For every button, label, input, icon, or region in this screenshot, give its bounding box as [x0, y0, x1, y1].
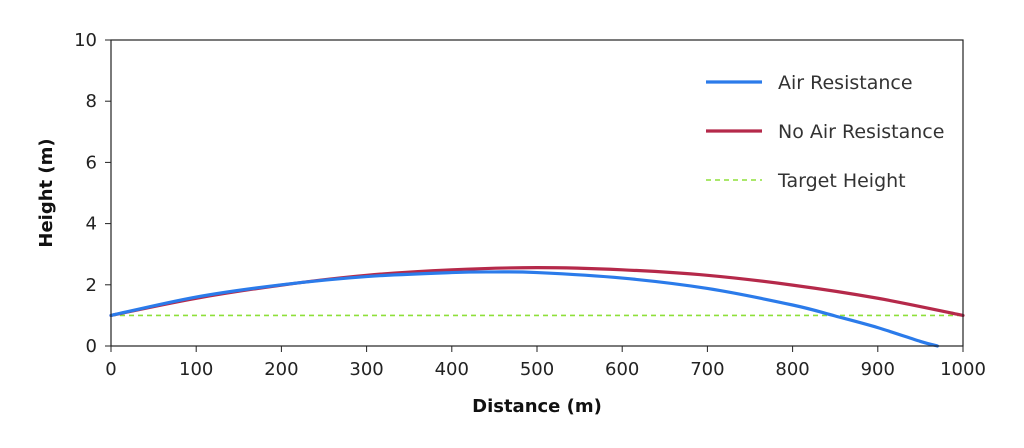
- x-tick-label: 500: [520, 359, 554, 380]
- x-tick-label: 100: [179, 359, 213, 380]
- legend-label-no-air-resistance: No Air Resistance: [778, 121, 944, 143]
- y-tick-label: 2: [86, 275, 97, 296]
- x-tick-label: 200: [264, 359, 298, 380]
- ticks-layer: 0 100 200 300 400 500 600 700 800 900 1000 0 2 4 6 8 10: [74, 30, 986, 380]
- y-tick-label: 10: [74, 30, 97, 51]
- series-layer: [109, 266, 965, 348]
- x-tick-label: 400: [435, 359, 469, 380]
- x-tick-label: 800: [775, 359, 809, 380]
- x-tick-label: 1000: [940, 359, 986, 380]
- y-tick-label: 6: [86, 152, 97, 173]
- x-axis-title: Distance (m): [472, 396, 602, 417]
- series-line-air-resistance: [109, 270, 940, 348]
- y-tick-label: 4: [86, 214, 97, 235]
- y-axis-title: Height (m): [36, 138, 57, 247]
- x-tick-label: 300: [349, 359, 383, 380]
- legend-label-target-height: Target Height: [777, 170, 906, 192]
- x-tick-label: 0: [105, 359, 116, 380]
- x-tick-label: 900: [861, 359, 895, 380]
- y-tick-label: 0: [86, 336, 97, 357]
- legend: Air Resistance No Air Resistance Target He…: [706, 72, 944, 192]
- y-tick-label: 8: [86, 91, 97, 112]
- x-tick-label: 700: [690, 359, 724, 380]
- legend-label-air-resistance: Air Resistance: [778, 72, 913, 94]
- x-tick-label: 600: [605, 359, 639, 380]
